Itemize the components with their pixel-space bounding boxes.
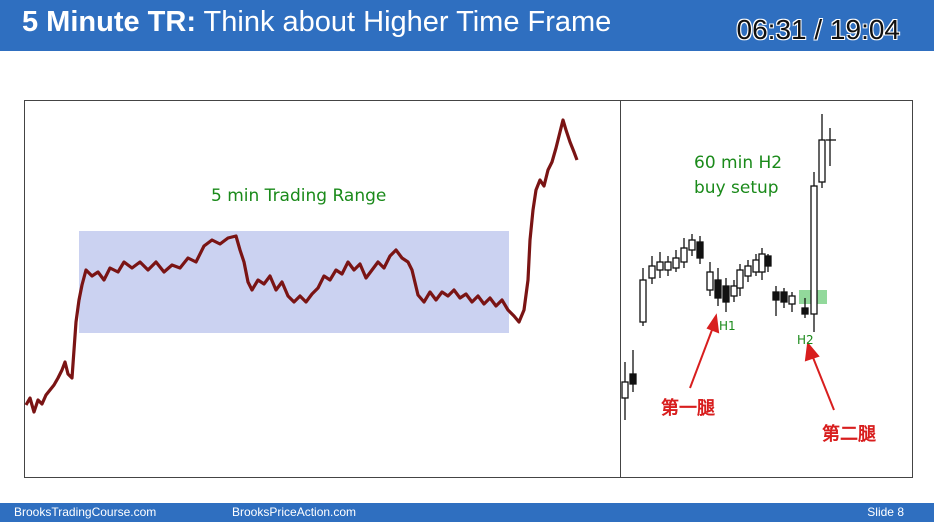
title-rest: Think about Higher Time Frame [196,6,612,38]
footer-site2: BrooksPriceAction.com [232,505,357,519]
setup-label-line2: buy setup [694,178,779,198]
title-bold: 5 Minute TR: [22,6,196,38]
price-line-5min [24,118,579,414]
footer-site1: BrooksTradingCourse.com [14,505,157,519]
setup-label-line1: 60 min H2 [694,153,782,173]
range-label: 5 min Trading Range [211,186,386,206]
second-leg-label: 第二腿 [822,423,876,445]
slide-header: 5 Minute TR: Think about Higher Time Fra… [0,0,934,51]
annotation-arrows [689,313,835,411]
h1-label: H1 [719,319,736,333]
video-timer: 06:31 / 19:04 [736,14,900,45]
candles-60min [621,114,836,420]
chart-divider [620,100,621,478]
price-line-spike [75,297,81,326]
slide-number: Slide 8 [867,505,904,519]
slide-title: 5 Minute TR: Think about Higher Time Fra… [22,6,611,39]
first-leg-label: 第一腿 [661,397,715,419]
slide-footer: BrooksTradingCourse.com BrooksPriceActio… [0,503,934,522]
trading-range-box [79,231,509,333]
h2-label: H2 [797,333,814,347]
